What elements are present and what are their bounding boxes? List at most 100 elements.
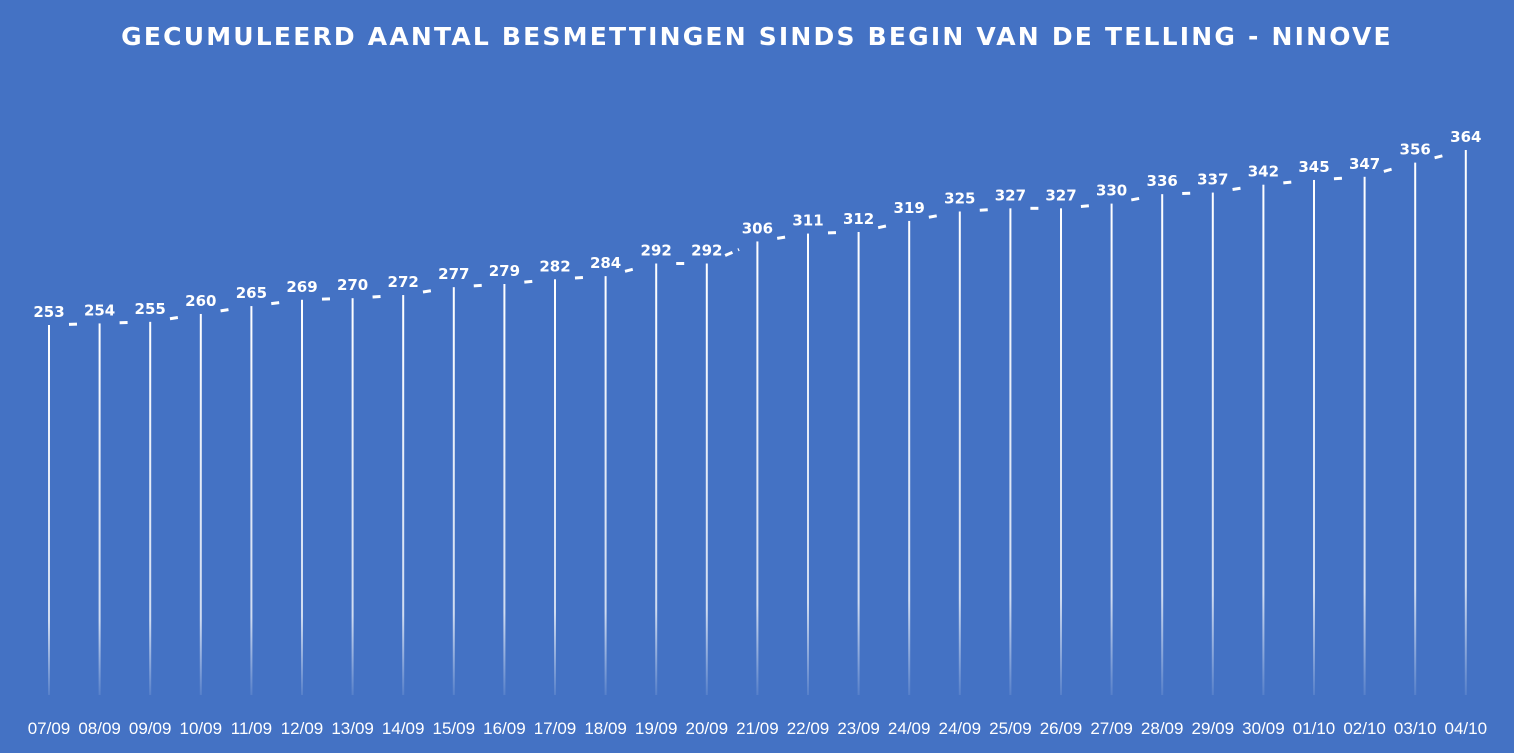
drop-line: [1161, 194, 1164, 695]
drop-line: [756, 241, 759, 695]
x-tick-label: 17/09: [534, 719, 577, 738]
series-line-segment: [271, 300, 283, 306]
x-tick-label: 03/10: [1394, 719, 1437, 738]
x-tick-label: 26/09: [1040, 719, 1083, 738]
series-line-segment: [724, 248, 740, 257]
x-tick-label: 02/10: [1343, 719, 1386, 738]
series-line-segment: [473, 283, 485, 288]
drop-line: [1060, 208, 1062, 696]
series-line-segment: [1232, 186, 1244, 191]
drop-line: [604, 276, 607, 695]
series-line-segment: [169, 315, 182, 321]
x-tick-label: 20/09: [686, 719, 729, 738]
series-line-segment: [524, 279, 536, 284]
x-tick-label: 14/09: [382, 719, 425, 738]
data-label: 277: [438, 265, 469, 283]
data-label: 319: [894, 199, 925, 217]
x-tick-label: 30/09: [1242, 719, 1285, 738]
x-tick-label: 23/09: [837, 719, 880, 738]
x-tick-label: 28/09: [1141, 719, 1184, 738]
data-label: 342: [1248, 163, 1279, 181]
series-line-segment: [877, 223, 890, 230]
x-tick-label: 24/09: [939, 719, 982, 738]
data-label: 306: [742, 219, 773, 237]
x-tick-label: 11/09: [231, 719, 272, 738]
x-tick-label: 13/09: [331, 719, 374, 738]
x-tick-label: 01/10: [1293, 719, 1336, 738]
data-label: 255: [135, 300, 166, 318]
x-tick-label: 19/09: [635, 719, 678, 738]
drop-line: [98, 323, 101, 695]
drop-line: [250, 306, 253, 695]
series-line-segment: [1333, 176, 1345, 181]
x-tick-label: 24/09: [888, 719, 931, 738]
drop-line: [452, 287, 455, 695]
data-label: 337: [1197, 171, 1228, 189]
series-line-segment: [1383, 166, 1397, 173]
drop-line: [48, 325, 50, 695]
drop-line: [199, 313, 202, 695]
series-line-segment: [776, 235, 789, 240]
drop-line: [857, 231, 860, 695]
data-label: 292: [641, 242, 672, 260]
drop-line: [807, 233, 809, 695]
x-tick-label: 16/09: [483, 719, 526, 738]
data-label: 269: [286, 278, 317, 296]
x-tick-label: 15/09: [433, 719, 476, 738]
x-tick-label: 27/09: [1090, 719, 1133, 738]
series-line-segment: [1080, 203, 1092, 208]
series-line-segment: [372, 294, 384, 299]
drop-line: [958, 211, 961, 695]
drop-line: [1363, 176, 1366, 695]
drop-line: [1414, 162, 1417, 695]
x-tick-label: 18/09: [584, 719, 627, 738]
x-tick-label: 04/10: [1445, 719, 1488, 738]
x-tick-label: 25/09: [989, 719, 1032, 738]
data-label: 327: [995, 186, 1026, 204]
series-line-segment: [422, 288, 435, 294]
data-label: 325: [944, 189, 975, 207]
drop-line: [1110, 203, 1113, 695]
drop-line: [1313, 179, 1315, 695]
data-label: 254: [84, 301, 115, 319]
data-label: 345: [1298, 158, 1329, 176]
x-tick-label: 12/09: [281, 719, 324, 738]
drop-line: [705, 263, 708, 695]
data-label: 292: [691, 242, 722, 260]
series-line-segment: [574, 275, 586, 280]
series-line-segment: [624, 266, 638, 273]
series-line-segment: [979, 208, 991, 212]
drop-line: [301, 299, 303, 695]
data-label: 270: [337, 276, 368, 294]
data-label: 330: [1096, 182, 1127, 200]
x-tick-label: 10/09: [180, 719, 223, 738]
x-tick-label: 21/09: [736, 719, 779, 738]
chart-title: GECUMULEERD AANTAL BESMETTINGEN SINDS BE…: [121, 22, 1393, 51]
x-tick-label: 07/09: [28, 719, 71, 738]
data-label: 347: [1349, 155, 1380, 173]
series-line-segment: [1130, 196, 1143, 202]
data-label: 311: [792, 212, 823, 230]
data-label: 356: [1400, 141, 1431, 159]
data-label: 272: [388, 273, 419, 291]
data-label: 336: [1147, 172, 1178, 190]
series-line-segment: [220, 307, 232, 313]
series-line-segment: [1434, 153, 1447, 160]
drop-line: [149, 321, 152, 695]
x-tick-label: 22/09: [787, 719, 830, 738]
drop-line: [908, 220, 911, 695]
x-tick-label: 29/09: [1192, 719, 1235, 738]
data-label: 279: [489, 262, 520, 280]
drop-line: [554, 279, 556, 695]
drop-line: [655, 263, 658, 695]
drop-line: [1262, 184, 1265, 695]
data-label: 265: [236, 284, 267, 302]
series-line-segment: [1283, 180, 1295, 185]
drop-line: [1464, 150, 1467, 695]
data-label: 312: [843, 210, 874, 228]
drop-line: [503, 284, 506, 695]
drop-line: [1009, 208, 1012, 696]
x-tick-label: 08/09: [78, 719, 121, 738]
